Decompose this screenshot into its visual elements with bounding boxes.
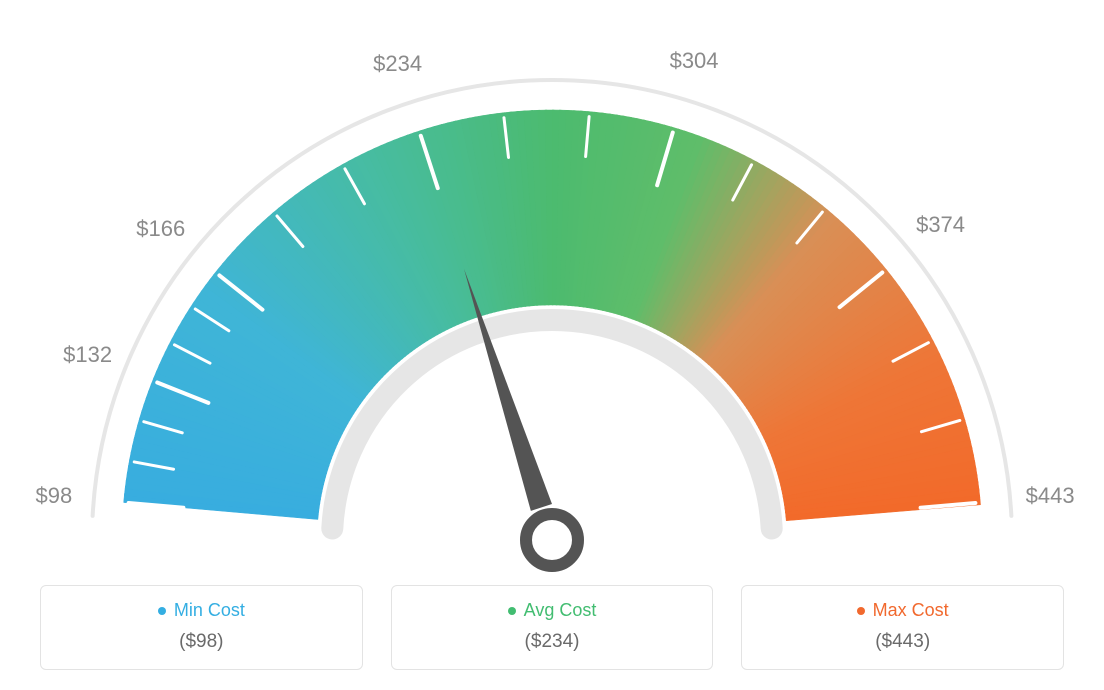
cost-gauge-chart: $98 $132 $166 $234 $304 $374 $443 Min Cost ($9… [0,0,1104,690]
gauge-tick-label: $234 [373,51,422,77]
legend-card-avg: Avg Cost ($234) [391,585,714,670]
legend-label-avg: Avg Cost [508,600,597,621]
legend-label-min: Min Cost [158,600,245,621]
legend-dot-avg [508,607,516,615]
legend-row: Min Cost ($98) Avg Cost ($234) Max Cost … [40,585,1064,670]
gauge-svg [0,0,1104,580]
gauge-tick-label: $443 [1026,483,1075,509]
legend-label-max: Max Cost [857,600,949,621]
legend-card-max: Max Cost ($443) [741,585,1064,670]
gauge-tick-label: $374 [916,212,965,238]
legend-value-max: ($443) [752,631,1053,653]
gauge-tick-label: $304 [670,48,719,74]
legend-label-min-text: Min Cost [174,600,245,621]
legend-value-min: ($98) [51,631,352,653]
gauge-tick-label: $98 [36,483,73,509]
gauge-tick-label: $166 [136,216,185,242]
legend-label-avg-text: Avg Cost [524,600,597,621]
legend-dot-max [857,607,865,615]
legend-label-max-text: Max Cost [873,600,949,621]
gauge-area: $98 $132 $166 $234 $304 $374 $443 [0,0,1104,580]
legend-card-min: Min Cost ($98) [40,585,363,670]
legend-dot-min [158,607,166,615]
gauge-tick-label: $132 [63,342,112,368]
legend-value-avg: ($234) [402,631,703,653]
